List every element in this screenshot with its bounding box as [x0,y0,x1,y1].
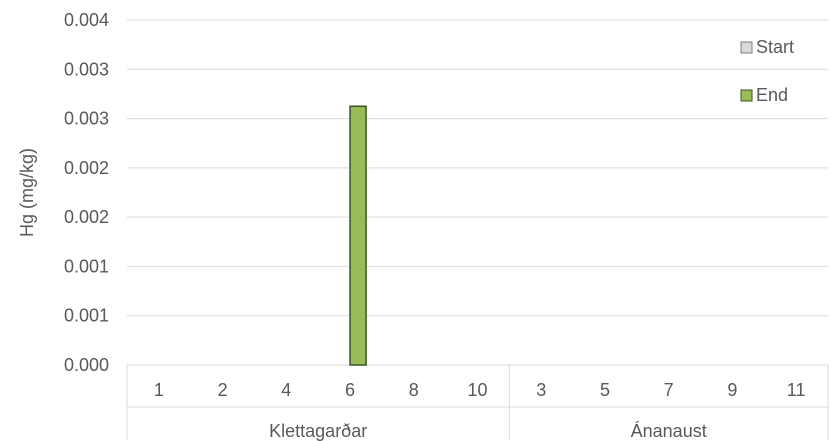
y-tick-label: 0.003 [64,109,109,129]
x-tick-label: 6 [345,380,355,400]
y-tick-label: 0.000 [64,355,109,375]
x-tick-label: 9 [727,380,737,400]
legend: Start End [740,37,794,105]
y-tick-labels: 0.000 0.001 0.001 0.002 0.002 0.003 0.003 0.004 [64,10,109,375]
legend-swatch-start [740,41,753,54]
legend-label-start: Start [756,37,794,57]
bars [349,105,367,366]
x-tick-label: 8 [409,380,419,400]
y-tick-label: 0.001 [64,256,109,276]
y-axis-title: Hg (mg/kg) [17,148,37,237]
y-tick-label: 0.001 [64,306,109,326]
group-label: Klettagarðar [269,421,367,441]
group-label: Ánanaust [631,421,707,441]
x-tick-label: 1 [154,380,164,400]
y-tick-label: 0.004 [64,10,109,30]
group-labels: Klettagarðar Ánanaust [269,421,707,441]
x-tick-label: 5 [600,380,610,400]
category-axis-frame [126,365,829,440]
bar-end-6 [349,105,367,366]
legend-label-end: End [756,85,788,105]
x-tick-label: 2 [218,380,228,400]
x-tick-label: 11 [787,380,806,400]
y-tick-label: 0.002 [64,158,109,178]
y-tick-label: 0.002 [64,207,109,227]
x-tick-label: 4 [281,380,291,400]
gridlines [127,19,828,366]
x-tick-label: 3 [536,380,546,400]
x-tick-label: 7 [664,380,674,400]
x-tick-labels: 1 2 4 6 8 10 3 5 7 9 11 [154,380,806,400]
x-tick-label: 10 [467,380,487,400]
y-tick-label: 0.003 [64,59,109,79]
legend-swatch-end [740,89,753,102]
